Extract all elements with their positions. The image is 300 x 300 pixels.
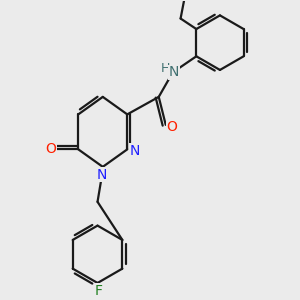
Text: N: N <box>130 144 140 158</box>
Text: N: N <box>97 167 107 182</box>
Text: O: O <box>166 120 177 134</box>
Text: H: H <box>160 62 170 75</box>
Text: O: O <box>46 142 56 156</box>
Text: N: N <box>169 65 179 80</box>
Text: F: F <box>94 284 102 298</box>
